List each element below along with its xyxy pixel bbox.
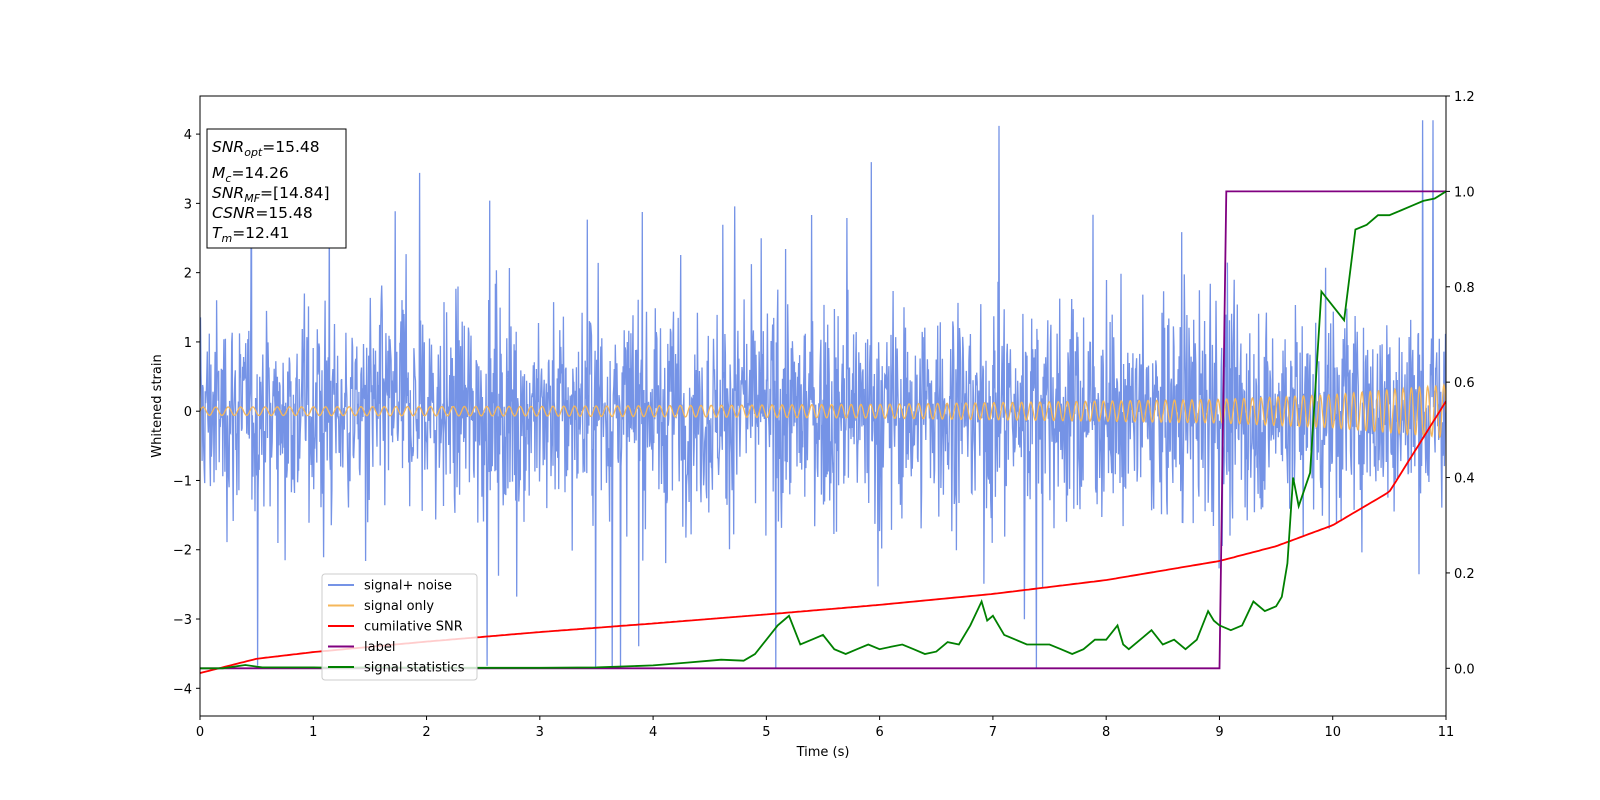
series-signal-noise-line [200,120,1446,668]
y-tick-label: 0 [184,405,192,420]
annotation-snr-opt: SNRopt=15.48 [212,138,320,159]
legend-label: cumilative SNR [364,620,463,635]
series-signal-statistics-line [200,190,1446,670]
y-axis-label: Whitened strain [150,354,165,457]
y-tick-label: −2 [173,544,192,559]
x-tick-label: 6 [875,725,883,740]
x-tick-label: 5 [762,725,770,740]
x-tick-label: 7 [989,725,997,740]
series-label-line [200,190,1446,670]
y2-tick-label: 0.4 [1454,472,1475,487]
x-tick-label: 4 [649,725,657,740]
y2-tick-label: 0.6 [1454,376,1475,391]
x-tick-label: 2 [422,725,430,740]
y-tick-label: 4 [184,128,192,143]
y-tick-label: −3 [173,613,192,628]
x-tick-label: 10 [1324,725,1341,740]
legend-item: signal+ noise [328,579,452,594]
legend-item: signal statistics [328,661,465,676]
y2-tick-label: 0.0 [1454,662,1475,677]
axes-layer: 0 1 2 3 4 5 6 7 8 9 10 11 −4 −3 −2 −1 0 1 2 3 4 0.0 0.2 0.4 0.6 0… [173,90,1475,740]
y2-tick-label: 1.2 [1454,90,1475,105]
x-tick-label: 1 [309,725,317,740]
legend-item: signal only [328,599,434,614]
x-tick-label: 3 [536,725,544,740]
y2-tick-label: 0.2 [1454,567,1475,582]
y-tick-label: 1 [184,336,192,351]
x-axis-label: Time (s) [796,745,850,760]
y2-tick-label: 1.0 [1454,185,1475,200]
legend: signal+ noise signal only cumilative SNR la… [321,573,478,681]
x-tick-label: 8 [1102,725,1110,740]
x-tick-label: 9 [1215,725,1223,740]
legend-frame [321,573,478,681]
axes-frame [199,95,1447,717]
annotation-tm: Tm=12.41 [212,224,290,245]
annotation-mc: Mc=14.26 [212,164,289,185]
y-tick-label: 2 [184,267,192,282]
annotation-box: SNRopt=15.48 Mc=14.26 SNRMF=[14.84] CSNR… [206,128,347,249]
legend-label: label [364,640,395,655]
legend-item: label [328,640,395,655]
legend-label: signal+ noise [364,579,452,594]
y-tick-label: −4 [173,682,192,697]
x-tick-label: 0 [196,725,204,740]
legend-label: signal only [364,599,434,614]
legend-item: cumilative SNR [328,620,463,635]
legend-label: signal statistics [364,661,465,676]
annotation-snr-mf: SNRMF=[14.84] [212,184,330,205]
series-signal-only-line [200,382,1446,439]
annotation-csnr: CSNR=15.48 [212,204,313,222]
y2-tick-label: 0.8 [1454,281,1475,296]
x-tick-label: 11 [1438,725,1455,740]
y-tick-label: 3 [184,197,192,212]
y-tick-label: −1 [173,474,192,489]
